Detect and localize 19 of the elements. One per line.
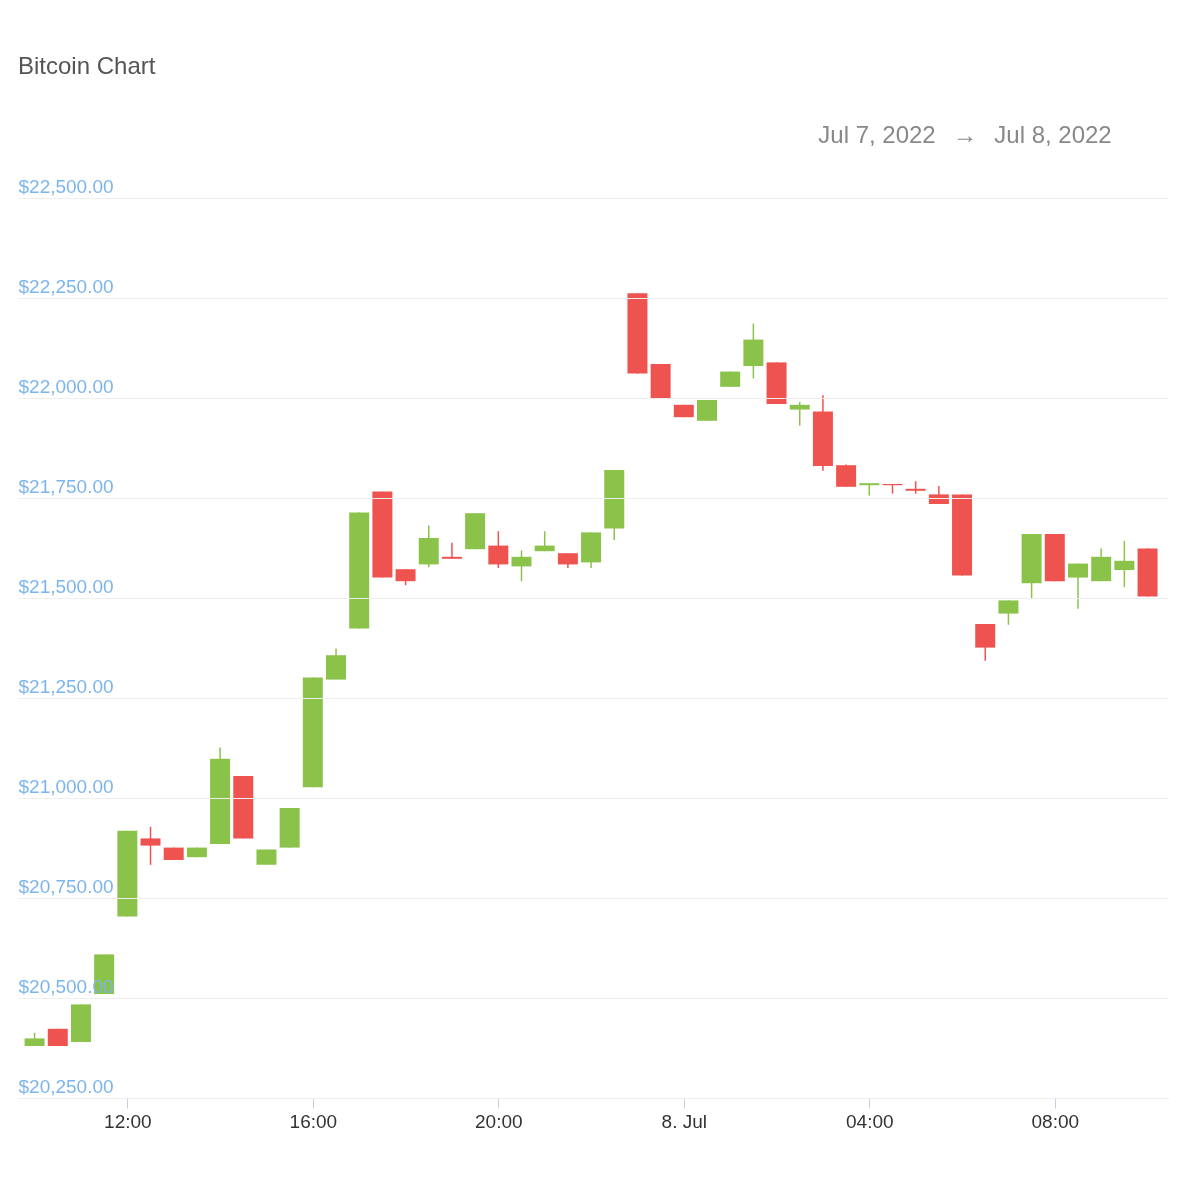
y-tick-label: $21,250.00 [18,675,114,697]
y-tick-label: $21,750.00 [18,475,114,497]
text: Jul 8, 2022 [994,121,1112,148]
x-tick-label: 08:00 [1031,1110,1080,1132]
y-tick-label: $22,000.00 [18,375,114,397]
y-tick-label: $22,250.00 [18,275,114,297]
y-tick-label: $21,500.00 [18,575,114,597]
text: Jul 7, 2022 [818,121,936,148]
y-tick-label: $21,000.00 [18,775,114,797]
x-tick-label: 16:00 [289,1110,338,1132]
y-tick-label: $20,250.00 [18,1075,114,1097]
y-tick-label: $20,750.00 [18,875,114,897]
y-tick-label: $22,500.00 [18,175,114,197]
chart-title: Bitcoin Chart [18,52,156,79]
x-tick-label: 20:00 [475,1110,523,1132]
text: → [953,121,977,148]
x-tick-label: 8. Jul [661,1110,708,1132]
x-tick-label: 04:00 [846,1110,894,1132]
x-tick-label: 12:00 [104,1110,152,1132]
